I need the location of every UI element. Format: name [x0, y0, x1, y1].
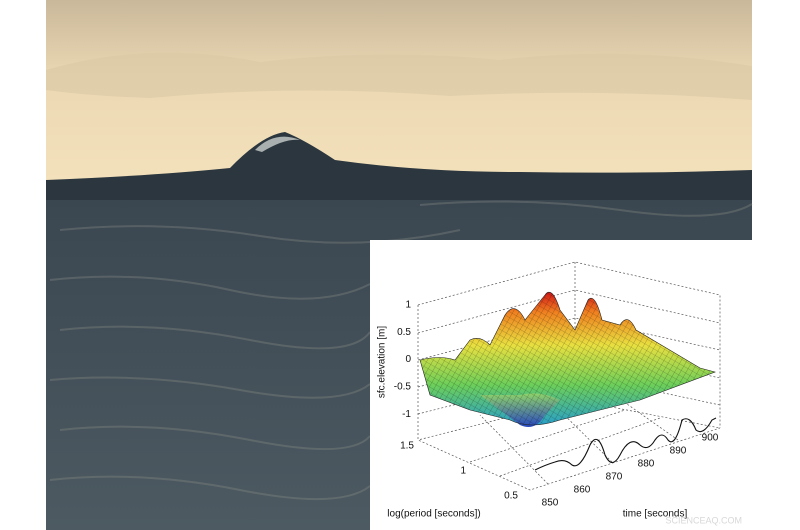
- period-tick-label: 0.5: [504, 491, 518, 502]
- wave-crest: [46, 132, 752, 200]
- z-tick-label: -1: [402, 409, 411, 420]
- period-tick-label: 1.5: [400, 441, 414, 452]
- wave-streaks: [49, 200, 753, 501]
- spray: [255, 136, 300, 152]
- period-tick-label: 1: [460, 466, 466, 477]
- period-axis-label: log(period [seconds]): [387, 509, 480, 520]
- z-tick-label: 1: [405, 300, 411, 311]
- z-axis-label: sfc.elevation [m]: [377, 326, 388, 398]
- time-axis-label: time [seconds]: [623, 509, 688, 520]
- z-tick-label: 0: [405, 354, 411, 365]
- time-tick-label: 860: [574, 485, 591, 496]
- elevation-trace: [534, 417, 717, 471]
- inset-plot: sfc.elevation [m] log(period [seconds]) …: [370, 240, 752, 530]
- surface: [419, 291, 716, 428]
- time-tick-label: 900: [702, 433, 719, 444]
- time-tick-label: 890: [670, 446, 687, 457]
- z-tick-label: 0.5: [397, 327, 411, 338]
- watermark: SCIENCEAQ.COM: [665, 515, 742, 525]
- z-tick-label: -0.5: [394, 382, 412, 393]
- time-tick-label: 850: [542, 498, 559, 509]
- time-tick-label: 880: [638, 459, 655, 470]
- time-tick-label: 870: [606, 472, 623, 483]
- clouds: [46, 52, 752, 100]
